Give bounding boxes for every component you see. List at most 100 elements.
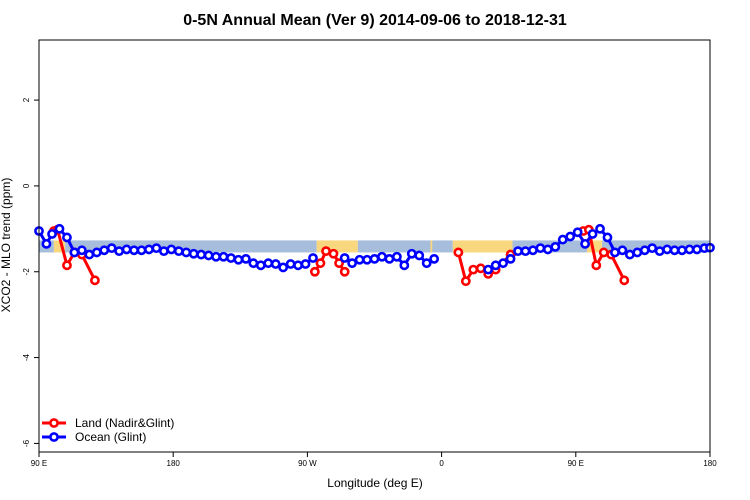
ocean-data-point [580, 238, 591, 249]
land-data-point [591, 260, 602, 271]
ocean-data-point [136, 245, 147, 256]
land-legend-marker [49, 418, 59, 428]
ocean-data-point [270, 259, 281, 269]
ocean-data-point [384, 253, 395, 264]
chart-title: 0-5N Annual Mean (Ver 9) 2014-09-06 to 2… [183, 12, 567, 29]
land-data-point [468, 264, 479, 275]
axes: 90 E 180 90 W 0 90 E 180 2 0 -2 -4 -6 [22, 39, 717, 468]
ocean-data-point [550, 241, 561, 252]
land-data-point [334, 258, 344, 269]
land-data-point [619, 275, 630, 286]
ocean-data-point [255, 260, 266, 271]
ocean-data-point [218, 251, 229, 262]
ocean-data-point [639, 245, 650, 256]
ocean-data-point [151, 243, 162, 254]
ocean-data-point [429, 253, 440, 264]
ocean-data-point [647, 243, 658, 254]
y-tick-label: 2 [22, 97, 31, 102]
ocean-data-point [129, 245, 139, 256]
ocean-data-point [248, 258, 259, 269]
land-band [452, 240, 513, 253]
ocean-data-point [308, 253, 318, 263]
ocean-data-point [528, 245, 538, 256]
y-tick-label: -6 [22, 439, 31, 447]
ocean-data-point [602, 232, 613, 243]
x-tick-label: 180 [703, 459, 717, 468]
ocean-data-point [203, 250, 214, 261]
land-data-point [62, 260, 72, 271]
ocean-data-point [173, 246, 184, 257]
ocean-data-point [669, 245, 680, 256]
ocean-data-point [47, 229, 57, 239]
land-data-point [339, 266, 350, 277]
ocean-legend-label: Ocean (Glint) [75, 430, 146, 444]
ocean-data-point [76, 245, 87, 256]
ocean-data-point [144, 244, 154, 255]
ocean-data-point [347, 258, 358, 269]
ocean-data-point [557, 234, 568, 245]
ocean-data-point [617, 245, 628, 256]
ocean-data-point [69, 247, 80, 258]
ocean-data-point [399, 260, 410, 271]
ocean-data-point [158, 246, 169, 257]
ocean-data-point [595, 223, 605, 234]
ocean-data-point [211, 251, 221, 262]
ocean-data-point [278, 262, 289, 273]
ocean-data-point [513, 246, 523, 257]
plot-frame [38, 39, 711, 453]
land-band [430, 240, 433, 253]
ocean-data-point [662, 244, 673, 255]
ocean-data-point [406, 248, 417, 259]
ocean-data-point [106, 243, 117, 254]
land-band [53, 240, 66, 253]
ocean-data-point [498, 258, 509, 269]
ocean-data-point [354, 254, 365, 265]
ocean-data-point [654, 246, 665, 257]
ocean-data-point [84, 249, 95, 260]
x-tick-label: 180 [167, 459, 181, 468]
land-data-point [475, 263, 486, 274]
land-data-point [453, 247, 464, 258]
x-tick-label: 90 W [298, 459, 317, 468]
ocean-data-point [188, 248, 199, 259]
ocean-data-point [285, 259, 296, 269]
land-data-point [598, 247, 609, 258]
x-tick-label: 90 E [31, 459, 47, 468]
series-layer [34, 223, 715, 287]
ocean-data-point [233, 254, 244, 265]
ocean-data-point [490, 260, 501, 271]
ocean-data-point [91, 247, 102, 258]
ocean-data-point [684, 244, 695, 255]
ocean-data-point [62, 232, 72, 243]
ocean-data-point [300, 259, 311, 269]
ocean-data-point [226, 253, 236, 263]
ocean-data-point [99, 245, 110, 256]
ocean-data-point [362, 254, 372, 265]
ocean-data-point [542, 244, 553, 255]
ocean-legend-marker [49, 432, 59, 442]
y-tick-label: -4 [22, 353, 31, 361]
ocean-data-point [572, 227, 583, 238]
ocean-band [357, 240, 453, 253]
y-tick-label: -2 [22, 268, 31, 276]
ocean-data-point [293, 260, 303, 271]
ocean-data-point [565, 231, 576, 242]
land-data-point [328, 248, 339, 259]
ocean-data-point [483, 264, 494, 275]
ocean-data-point [121, 244, 132, 255]
ocean-data-point [54, 223, 65, 234]
ocean-data-point [520, 246, 531, 257]
ocean-data-point [339, 253, 350, 263]
y-axis-label: XCO2 - MLO trend (ppm) [0, 178, 13, 313]
ocean-data-point [624, 249, 635, 260]
x-tick-label: 0 [439, 459, 444, 468]
ocean-data-point [181, 247, 192, 258]
ocean-data-point [677, 245, 687, 256]
ocean-data-point [263, 258, 274, 269]
y-tick-label: 0 [22, 183, 31, 188]
ocean-data-point [421, 258, 432, 269]
ocean-data-point [391, 251, 402, 262]
land-data-point [309, 266, 320, 277]
